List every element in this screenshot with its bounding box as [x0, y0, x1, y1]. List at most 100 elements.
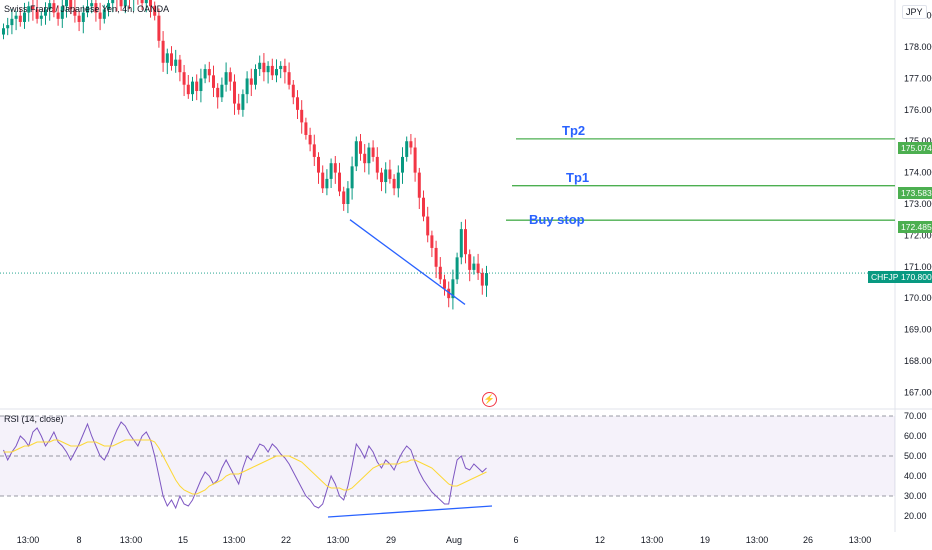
- candle-body: [304, 122, 308, 135]
- lightning-icon[interactable]: ⚡: [482, 392, 497, 407]
- y-tick-label: 175.000: [904, 136, 932, 146]
- rsi-y-tick-label: 30.00: [904, 491, 927, 501]
- y-tick-label: 168.000: [904, 356, 932, 366]
- y-tick-label: 167.000: [904, 387, 932, 397]
- y-tick-label: 178.000: [904, 42, 932, 52]
- candle-body: [86, 6, 89, 13]
- candle-body: [363, 153, 367, 164]
- x-tick-label: 13:00: [327, 535, 350, 545]
- candle-body: [174, 59, 178, 66]
- tp2-label: Tp2: [562, 123, 586, 138]
- candle-body: [342, 191, 346, 204]
- candle-body: [388, 169, 392, 179]
- currency-button[interactable]: JPY: [902, 5, 927, 19]
- candle-body: [270, 65, 274, 76]
- candle-body: [472, 263, 476, 270]
- candle-body: [178, 59, 182, 73]
- candle-body: [241, 94, 245, 110]
- candle-body: [413, 147, 417, 173]
- candle-body: [308, 134, 312, 145]
- candle-body: [186, 84, 190, 95]
- candle-body: [359, 141, 362, 154]
- candle-body: [291, 84, 295, 98]
- candle-body: [401, 156, 404, 173]
- candle-body: [329, 163, 333, 179]
- tp2-price-tag: 175.074: [898, 142, 932, 154]
- candle-body: [375, 156, 379, 173]
- rsi-ma-line: [3, 439, 487, 495]
- rsi-y-tick-label: 70.00: [904, 411, 927, 421]
- x-tick-label: 29: [386, 535, 396, 545]
- candle-body: [321, 172, 325, 189]
- candle-body: [434, 247, 438, 267]
- candle-body: [73, 9, 77, 16]
- candle-body: [56, 12, 60, 19]
- candle-body: [451, 279, 455, 299]
- buy-stop-price-tag: 172.485: [898, 221, 932, 233]
- candle-body: [480, 273, 484, 286]
- chart-legend: Swiss Franc / Japanese Yen, 4h, OANDA: [4, 4, 170, 14]
- candle-body: [266, 65, 270, 73]
- candle-body: [333, 163, 337, 173]
- candle-body: [258, 62, 262, 70]
- rsi-line: [3, 421, 487, 510]
- candle-body: [102, 9, 106, 19]
- x-tick-label: Aug: [446, 535, 462, 545]
- candle-body: [216, 87, 220, 98]
- candle-body: [371, 147, 375, 157]
- candle-body: [27, 6, 31, 13]
- candle-body: [249, 78, 253, 85]
- candle-body: [157, 15, 161, 41]
- price-trend-line: [349, 219, 466, 305]
- candle-body: [69, 0, 73, 10]
- candle-body: [350, 166, 354, 189]
- candle-body: [170, 53, 173, 66]
- x-tick-label: 13:00: [849, 535, 872, 545]
- candle-body: [485, 273, 488, 286]
- candle-body: [111, 0, 115, 4]
- candle-body: [140, 0, 144, 4]
- candle-body: [39, 15, 43, 19]
- buy-stop-label: Buy stop: [529, 212, 585, 227]
- rsi-trend-line: [327, 505, 493, 518]
- candle-body: [468, 254, 472, 270]
- rsi-y-tick-label: 40.00: [904, 471, 927, 481]
- candle-body: [153, 6, 157, 16]
- candle-body: [77, 15, 81, 22]
- candle-body: [52, 3, 56, 13]
- candle-body: [325, 178, 329, 189]
- rsi-y-tick-label: 60.00: [904, 431, 927, 441]
- candle-body: [367, 147, 371, 164]
- candle-body: [207, 69, 211, 76]
- candle-body: [60, 6, 64, 19]
- candle-body: [254, 69, 257, 85]
- x-tick-label: 22: [281, 535, 291, 545]
- candle-body: [18, 15, 22, 22]
- rsi-legend[interactable]: RSI (14, close): [4, 414, 64, 424]
- candle-body: [228, 72, 232, 82]
- candle-body: [212, 75, 215, 88]
- x-tick-label: 12: [595, 535, 605, 545]
- candle-body: [426, 216, 430, 236]
- x-tick-label: 13:00: [746, 535, 769, 545]
- candle-body: [443, 279, 446, 289]
- candle-body: [455, 257, 459, 280]
- candle-body: [224, 72, 228, 85]
- candle-body: [354, 141, 358, 167]
- candle-body: [81, 12, 85, 22]
- candle-body: [338, 172, 341, 192]
- y-tick-label: 174.000: [904, 168, 932, 178]
- candle-body: [48, 3, 52, 10]
- candle-body: [35, 9, 39, 19]
- candle-body: [476, 263, 480, 274]
- candle-body: [44, 9, 47, 16]
- candle-body: [144, 0, 148, 4]
- candle-body: [438, 266, 442, 280]
- candle-body: [98, 12, 102, 19]
- y-tick-label: 169.000: [904, 325, 932, 335]
- candle-body: [346, 188, 350, 204]
- candle-body: [262, 62, 266, 73]
- candle-body: [6, 25, 10, 29]
- candle-body: [191, 81, 194, 95]
- rsi-y-tick-label: 20.00: [904, 511, 927, 521]
